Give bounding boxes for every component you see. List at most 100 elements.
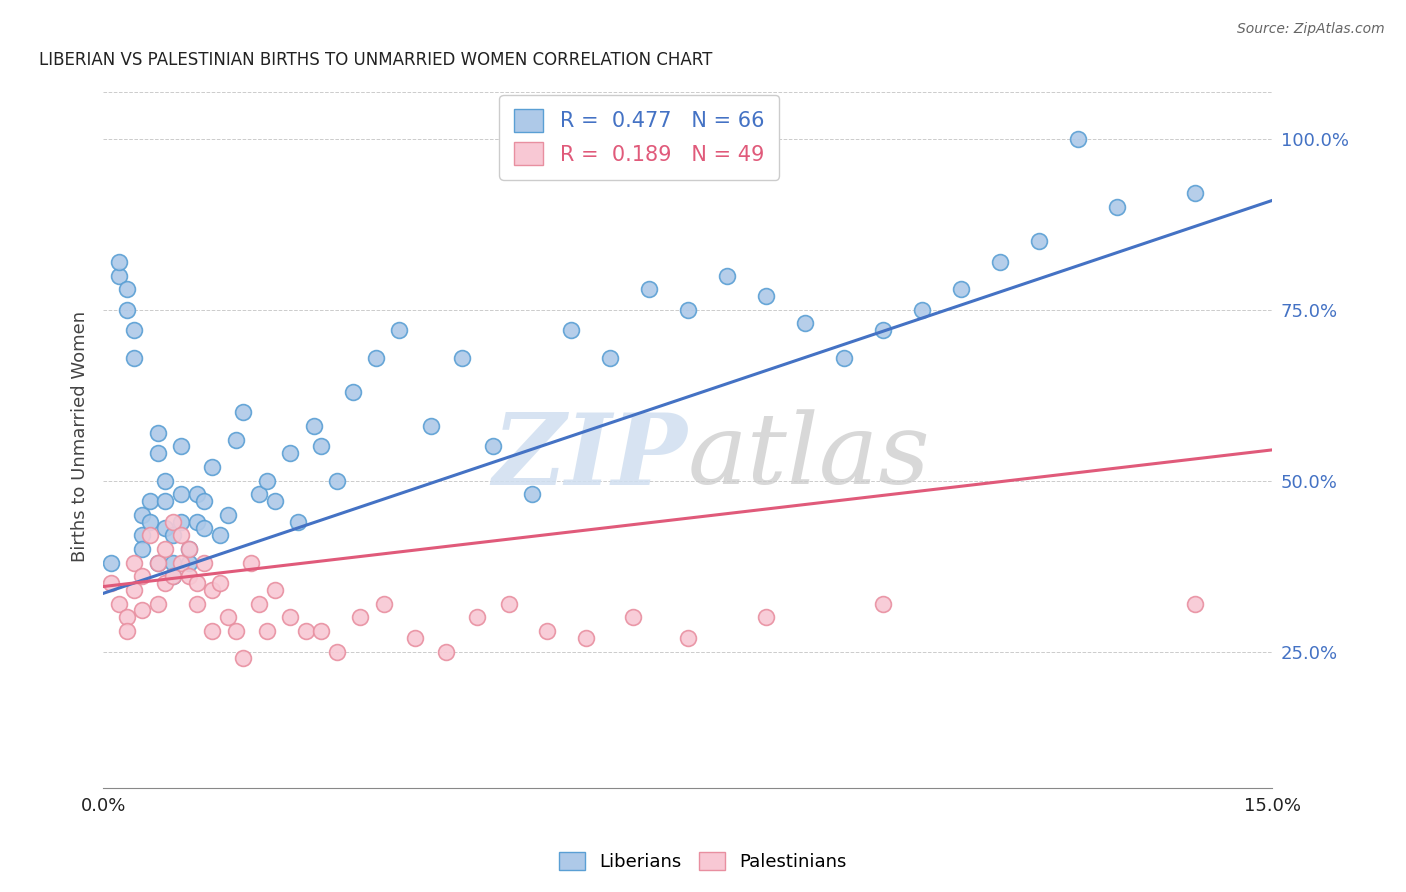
Point <box>177 556 200 570</box>
Point <box>247 597 270 611</box>
Legend: R =  0.477   N = 66, R =  0.189   N = 49: R = 0.477 N = 66, R = 0.189 N = 49 <box>499 95 779 179</box>
Point <box>170 439 193 453</box>
Point <box>131 569 153 583</box>
Point <box>146 556 169 570</box>
Point <box>146 446 169 460</box>
Point <box>225 433 247 447</box>
Point <box>295 624 318 638</box>
Point <box>755 610 778 624</box>
Point <box>755 289 778 303</box>
Point <box>256 474 278 488</box>
Point <box>162 556 184 570</box>
Point <box>162 528 184 542</box>
Point <box>311 439 333 453</box>
Point <box>364 351 387 365</box>
Point <box>209 576 232 591</box>
Point <box>115 302 138 317</box>
Point <box>911 302 934 317</box>
Point <box>107 597 129 611</box>
Point <box>872 597 894 611</box>
Point <box>115 624 138 638</box>
Point <box>434 644 457 658</box>
Text: LIBERIAN VS PALESTINIAN BIRTHS TO UNMARRIED WOMEN CORRELATION CHART: LIBERIAN VS PALESTINIAN BIRTHS TO UNMARR… <box>39 51 713 69</box>
Point <box>186 515 208 529</box>
Point <box>177 541 200 556</box>
Point <box>107 255 129 269</box>
Point <box>536 624 558 638</box>
Y-axis label: Births to Unmarried Women: Births to Unmarried Women <box>72 310 89 562</box>
Point <box>186 487 208 501</box>
Point <box>482 439 505 453</box>
Point <box>349 610 371 624</box>
Point <box>170 487 193 501</box>
Point <box>225 624 247 638</box>
Point <box>193 556 215 570</box>
Point <box>278 446 301 460</box>
Point <box>139 515 162 529</box>
Point <box>124 556 146 570</box>
Point <box>155 474 177 488</box>
Point <box>124 351 146 365</box>
Point <box>342 384 364 399</box>
Point <box>177 541 200 556</box>
Point <box>139 528 162 542</box>
Point <box>232 651 254 665</box>
Point <box>217 610 239 624</box>
Point <box>256 624 278 638</box>
Point <box>520 487 543 501</box>
Point <box>621 610 644 624</box>
Point <box>949 282 972 296</box>
Point <box>599 351 621 365</box>
Point <box>131 508 153 522</box>
Point <box>162 515 184 529</box>
Point <box>107 268 129 283</box>
Point <box>1105 200 1128 214</box>
Point <box>100 576 122 591</box>
Point <box>311 624 333 638</box>
Point <box>232 405 254 419</box>
Point <box>326 474 349 488</box>
Point <box>263 494 285 508</box>
Point <box>155 541 177 556</box>
Point <box>240 556 263 570</box>
Point <box>302 418 325 433</box>
Point <box>209 528 232 542</box>
Point <box>1028 235 1050 249</box>
Point <box>560 323 582 337</box>
Point <box>162 569 184 583</box>
Point <box>177 569 200 583</box>
Point <box>170 528 193 542</box>
Point <box>832 351 855 365</box>
Point <box>186 576 208 591</box>
Point <box>450 351 472 365</box>
Point <box>170 515 193 529</box>
Point <box>124 323 146 337</box>
Point <box>124 582 146 597</box>
Point <box>155 494 177 508</box>
Point <box>170 556 193 570</box>
Point <box>247 487 270 501</box>
Point <box>155 576 177 591</box>
Point <box>155 521 177 535</box>
Point <box>575 631 598 645</box>
Point <box>793 317 815 331</box>
Point <box>326 644 349 658</box>
Point <box>716 268 738 283</box>
Point <box>988 255 1011 269</box>
Point <box>676 302 699 317</box>
Point <box>201 582 224 597</box>
Point <box>1184 597 1206 611</box>
Point <box>131 541 153 556</box>
Point <box>373 597 395 611</box>
Point <box>201 459 224 474</box>
Point <box>498 597 520 611</box>
Point <box>278 610 301 624</box>
Point <box>419 418 441 433</box>
Point <box>193 494 215 508</box>
Point <box>131 603 153 617</box>
Point <box>404 631 426 645</box>
Point <box>465 610 488 624</box>
Point <box>115 282 138 296</box>
Point <box>146 597 169 611</box>
Point <box>193 521 215 535</box>
